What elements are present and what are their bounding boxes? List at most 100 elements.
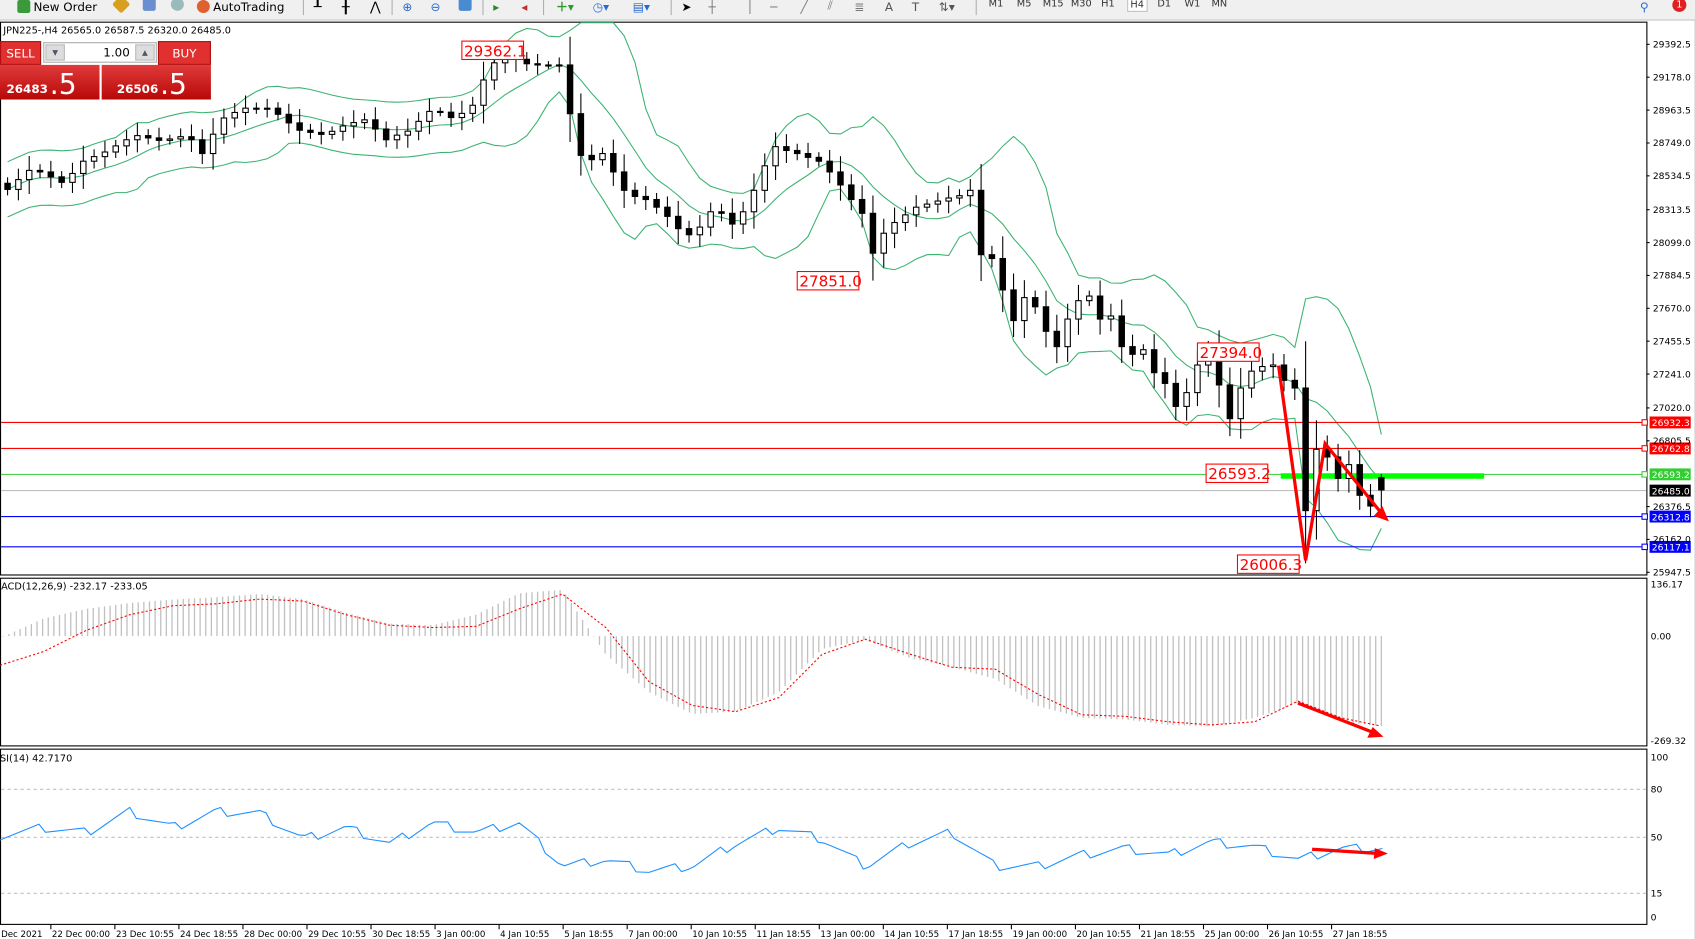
bull-candle[interactable] <box>696 226 704 236</box>
bull-candle[interactable] <box>220 117 228 135</box>
bear-candle[interactable] <box>783 146 790 152</box>
bear-candle[interactable] <box>318 131 325 135</box>
timeframe-h4[interactable]: H4 <box>1127 0 1148 12</box>
bull-candle[interactable] <box>880 232 887 254</box>
bear-candle[interactable] <box>988 254 996 260</box>
bear-candle[interactable] <box>1053 330 1061 348</box>
bull-candle[interactable] <box>1075 300 1082 320</box>
bull-candle[interactable] <box>328 130 336 135</box>
horizontal-line-icon[interactable]: ─ <box>770 0 778 14</box>
bull-candle[interactable] <box>1259 366 1266 372</box>
bear-candle[interactable] <box>1118 315 1125 348</box>
bear-candle[interactable] <box>296 122 303 131</box>
bear-candle[interactable] <box>848 184 855 201</box>
bear-candle[interactable] <box>47 171 55 178</box>
periods-icon[interactable]: ◷▾ <box>592 0 610 14</box>
bear-candle[interactable] <box>437 110 444 114</box>
bull-candle[interactable] <box>545 64 552 67</box>
arrows-icon[interactable]: ⇅▾ <box>938 0 955 14</box>
bull-candle[interactable] <box>123 139 130 147</box>
candlestick-chart-icon[interactable]: ╂ <box>341 0 350 15</box>
buy-button[interactable]: BUY <box>157 41 211 65</box>
price-label-box[interactable] <box>1196 342 1260 362</box>
bear-candle[interactable] <box>1291 379 1299 389</box>
bar-chart-icon[interactable]: ┸ <box>313 0 322 15</box>
bull-candle[interactable] <box>891 221 898 234</box>
bear-candle[interactable] <box>1096 295 1104 320</box>
data-window-icon[interactable] <box>142 0 156 11</box>
bear-candle[interactable] <box>815 156 823 162</box>
zoom-out-icon[interactable]: ⊖ <box>430 0 441 14</box>
bull-candle[interactable] <box>242 107 249 114</box>
bear-candle[interactable] <box>869 212 877 254</box>
bull-candle[interactable] <box>739 211 747 225</box>
level-handle[interactable] <box>1641 543 1648 551</box>
chart-shift-icon[interactable]: ◂ <box>521 0 528 14</box>
bull-candle[interactable] <box>15 179 22 190</box>
bear-candle[interactable] <box>804 153 812 158</box>
bear-candle[interactable] <box>447 111 455 119</box>
level-handle[interactable] <box>1641 419 1648 426</box>
bear-candle[interactable] <box>188 136 195 141</box>
bull-candle[interactable] <box>231 111 238 119</box>
tile-windows-icon[interactable] <box>458 0 472 11</box>
bear-candle[interactable] <box>620 171 628 191</box>
bull-candle[interactable] <box>458 112 466 119</box>
level-handle[interactable] <box>1641 513 1648 520</box>
bear-candle[interactable] <box>199 139 206 155</box>
bear-candle[interactable] <box>285 113 293 124</box>
bull-candle[interactable] <box>923 203 931 208</box>
bear-candle[interactable] <box>653 198 660 208</box>
bear-candle[interactable] <box>685 228 693 236</box>
bear-candle[interactable] <box>674 215 682 230</box>
bull-candle[interactable] <box>945 197 952 202</box>
timeframe-m15[interactable]: M15 <box>1042 0 1064 10</box>
bull-candle[interactable] <box>1140 349 1147 355</box>
bear-candle[interactable] <box>523 58 531 65</box>
timeframe-m5[interactable]: M5 <box>1016 0 1032 10</box>
bear-candle[interactable] <box>307 129 314 133</box>
volume-field[interactable]: ▼ 1.00 ▲ <box>43 42 157 63</box>
bear-candle[interactable] <box>610 153 617 173</box>
bear-candle[interactable] <box>534 63 541 66</box>
bull-candle[interactable] <box>415 120 422 132</box>
bull-candle[interactable] <box>772 146 779 167</box>
autotrading-button[interactable]: AutoTrading <box>196 0 284 15</box>
bear-candle[interactable] <box>793 149 801 155</box>
bull-candle[interactable] <box>426 110 433 122</box>
search-icon[interactable]: ⚲ <box>1639 0 1649 14</box>
timeframe-m30[interactable]: M30 <box>1070 0 1092 10</box>
bull-candle[interactable] <box>134 135 141 141</box>
bull-candle[interactable] <box>1269 364 1277 368</box>
bull-candle[interactable] <box>1064 318 1071 348</box>
bull-candle[interactable] <box>209 133 217 155</box>
bear-candle[interactable] <box>1280 364 1288 381</box>
bear-candle[interactable] <box>155 137 163 141</box>
bull-candle[interactable] <box>902 214 909 224</box>
bull-candle[interactable] <box>177 136 184 140</box>
bull-candle[interactable] <box>707 211 714 228</box>
bear-candle[interactable] <box>1378 477 1385 491</box>
templates-icon[interactable]: ▤▾ <box>632 0 651 14</box>
bear-candle[interactable] <box>1042 306 1050 332</box>
bull-candle[interactable] <box>112 145 119 153</box>
signals-icon[interactable] <box>170 0 184 11</box>
bull-candle[interactable] <box>956 195 963 199</box>
timeframe-m1[interactable]: M1 <box>988 0 1004 10</box>
bull-candle[interactable] <box>934 200 942 205</box>
price-label-box[interactable] <box>1205 463 1269 484</box>
bull-candle[interactable] <box>1086 295 1093 302</box>
zigzag-arrow[interactable] <box>1276 365 1386 561</box>
bear-candle[interactable] <box>1031 297 1039 308</box>
price-label-box[interactable] <box>1236 554 1300 574</box>
bull-candle[interactable] <box>350 122 357 127</box>
sell-button[interactable]: SELL <box>0 41 42 65</box>
trendline-icon[interactable]: ╱ <box>800 0 808 14</box>
indicators-icon[interactable]: ＋▾ <box>555 0 574 15</box>
price-label-box[interactable] <box>461 40 525 61</box>
bull-candle[interactable] <box>404 130 412 136</box>
bear-candle[interactable] <box>631 189 639 197</box>
bull-candle[interactable] <box>761 165 769 191</box>
bear-candle[interactable] <box>1172 382 1180 407</box>
